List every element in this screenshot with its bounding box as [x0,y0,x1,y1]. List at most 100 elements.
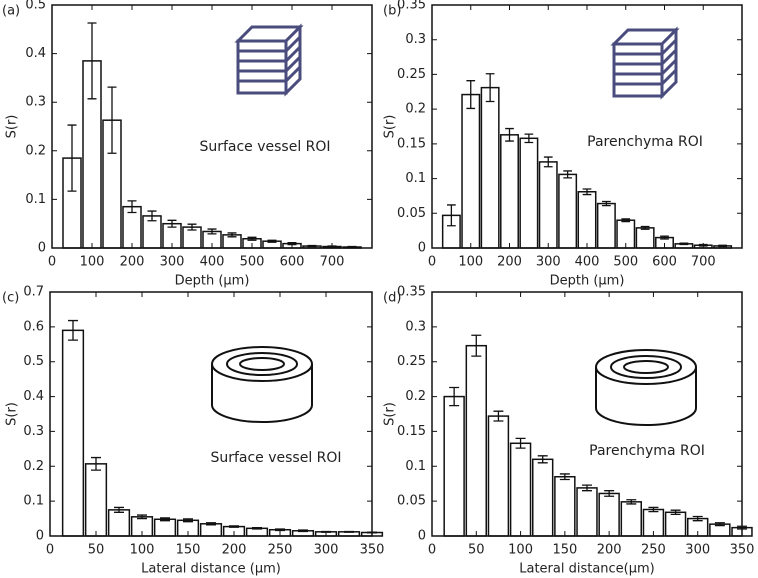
error-bar [582,188,592,196]
y-tick-label: 0.1 [405,171,426,186]
x-tick-label: 100 [458,255,483,270]
error-bar [187,223,197,231]
error-bar [247,236,257,241]
y-tick-label: 0.3 [25,95,46,110]
bar [635,227,655,249]
y-tick-label: 0.2 [25,143,46,158]
x-tick-label: 50 [468,543,485,558]
error-bar [679,242,689,246]
panel-label: (a) [2,4,20,19]
x-tick-label: 350 [730,543,755,558]
x-tick-label: 400 [575,255,600,270]
x-tick-label: 300 [536,255,561,270]
x-tick-label: 100 [130,543,155,558]
x-tick-label: 200 [597,543,622,558]
error-bar [160,517,170,522]
x-tick-label: 500 [613,255,638,270]
error-bar [714,522,725,527]
y-tick-label: 0.5 [23,354,44,369]
x-tick-label: 250 [268,543,293,558]
error-bar [183,518,193,523]
x-tick-label: 500 [240,255,265,270]
y-tick-label: 0.7 [23,285,44,300]
error-bar [621,218,631,223]
x-tick-label: 100 [80,255,105,270]
y-tick-label: 0.4 [23,389,44,404]
x-axis-label: Lateral distance(μm) [519,562,655,577]
x-tick-label: 600 [652,255,677,270]
bar [664,511,687,537]
panel-label: (d) [383,291,401,306]
x-axis-label: Depth (μm) [550,274,625,289]
x-tick-label: 0 [48,255,56,270]
x-axis-label: Depth (μm) [175,274,250,289]
x-tick-label: 400 [200,255,225,270]
x-tick-label: 350 [360,543,385,558]
y-tick-label: 0.2 [405,389,426,404]
bar [61,329,85,537]
error-bar [602,200,611,207]
error-bar [207,228,217,235]
panel-label: (b) [383,4,401,19]
x-tick-label: 700 [320,255,345,270]
y-tick-label: 0 [418,529,426,544]
bar [487,415,510,537]
bar [480,86,500,249]
axes-frame [49,291,373,537]
error-bar [87,22,97,100]
error-bar [524,133,534,144]
x-tick-label: 250 [641,543,666,558]
bar [596,202,616,249]
error-bar [147,210,157,222]
y-axis-label: S(r) [383,402,398,426]
x-tick-label: 200 [497,255,522,270]
error-bar [307,244,317,248]
error-bar [449,386,460,407]
y-tick-label: 0.3 [23,424,44,439]
y-tick-label: 0.25 [397,67,426,82]
x-tick-label: 200 [120,255,145,270]
error-bar [206,522,216,526]
error-bar [543,156,553,168]
error-bar [493,410,504,422]
bar [84,463,108,537]
error-bar [648,506,659,513]
error-bar [67,124,77,192]
cube-icon [236,25,302,95]
error-bar [692,515,703,522]
error-bar [107,86,117,154]
bar [538,161,558,249]
y-tick-label: 0.6 [23,319,44,334]
x-tick-label: 600 [280,255,305,270]
y-tick-label: 0 [38,241,46,256]
y-tick-label: 0 [418,241,426,256]
y-axis-label: S(r) [383,115,398,139]
y-tick-label: 0.1 [405,459,426,474]
annotation: Parenchyma ROI [589,443,705,459]
annotation: Surface vessel ROI [199,139,330,155]
bar [554,475,576,537]
error-bar [227,232,237,238]
error-bar [275,528,285,532]
error-bar [68,319,78,341]
bar [509,442,532,537]
y-tick-label: 0.05 [397,494,426,509]
error-bar [718,244,727,248]
error-bar [114,506,124,513]
x-tick-label: 150 [552,543,577,558]
error-bar [604,490,615,497]
x-tick-label: 150 [176,543,201,558]
bar [461,93,481,249]
y-tick-label: 0.25 [397,354,426,369]
bar [107,509,131,537]
error-bar [537,455,548,464]
error-bar [91,456,101,471]
x-tick-label: 300 [314,543,339,558]
error-bar [471,334,482,357]
error-bar [267,239,277,243]
error-bar [485,73,495,103]
x-tick-label: 0 [46,543,54,558]
error-bar [252,526,262,530]
y-tick-label: 0.35 [397,0,426,13]
